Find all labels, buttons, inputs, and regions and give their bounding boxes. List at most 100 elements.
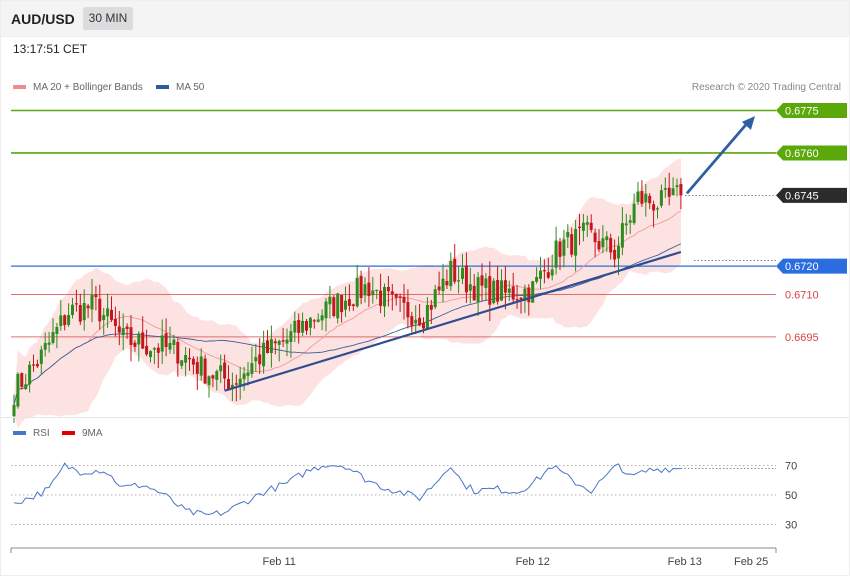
candle-body bbox=[457, 280, 461, 282]
candle-body bbox=[663, 188, 667, 190]
candle-body bbox=[129, 327, 133, 345]
candle-body bbox=[71, 304, 74, 315]
candle-body bbox=[581, 222, 585, 231]
price-label: 0.6695 bbox=[785, 332, 819, 344]
candle-body bbox=[414, 319, 418, 324]
candle-body bbox=[613, 249, 617, 260]
candle-body bbox=[562, 239, 566, 256]
candle-body bbox=[28, 364, 32, 385]
candle-body bbox=[453, 258, 457, 282]
price-label: 0.6745 bbox=[785, 190, 819, 202]
candle-body bbox=[121, 328, 125, 336]
legend-label: MA 20 + Bollinger Bands bbox=[33, 82, 143, 93]
candle-body bbox=[652, 204, 656, 211]
candle-body bbox=[168, 342, 172, 350]
panel-divider bbox=[0, 417, 850, 418]
candle-body bbox=[152, 348, 156, 350]
candle-body bbox=[24, 384, 28, 390]
candle-body bbox=[406, 302, 410, 318]
legend-swatch bbox=[13, 85, 26, 89]
candle-body bbox=[422, 322, 425, 329]
rsi-legend-swatch bbox=[13, 431, 26, 435]
legend-swatch bbox=[156, 85, 169, 89]
candle-body bbox=[433, 289, 437, 308]
candle-body bbox=[347, 299, 351, 306]
x-tick-label: Feb 25 bbox=[734, 556, 768, 568]
price-tag-0.6720 bbox=[776, 258, 847, 274]
candle-body bbox=[188, 357, 191, 360]
candle-body bbox=[620, 223, 624, 248]
candle-body bbox=[640, 191, 644, 204]
rsi-line bbox=[13, 462, 681, 517]
candle-body bbox=[266, 340, 269, 354]
candle-body bbox=[234, 383, 238, 385]
candle-body bbox=[492, 280, 496, 304]
candle-body bbox=[539, 270, 542, 279]
candle-body bbox=[106, 308, 110, 317]
candle-body bbox=[363, 284, 367, 296]
candle-body bbox=[523, 288, 527, 301]
candle-body bbox=[55, 326, 59, 334]
candle-body bbox=[359, 275, 363, 298]
candle-body bbox=[273, 341, 277, 344]
candle-body bbox=[301, 320, 305, 333]
candle-body bbox=[535, 277, 539, 282]
candle-body bbox=[367, 282, 371, 297]
candle-body bbox=[137, 333, 141, 345]
candle-body bbox=[199, 356, 203, 376]
candle-body bbox=[211, 375, 215, 379]
price-label: 0.6775 bbox=[785, 105, 819, 117]
candle-body bbox=[468, 284, 472, 291]
candle-body bbox=[227, 378, 230, 391]
candle-body bbox=[262, 342, 266, 367]
price-label: 0.6720 bbox=[785, 261, 819, 273]
candle-body bbox=[636, 191, 640, 202]
price-tag-0.6745 bbox=[776, 187, 847, 203]
candle-body bbox=[605, 236, 609, 241]
rsi-level-label: 30 bbox=[785, 519, 797, 531]
candle-body bbox=[531, 281, 535, 303]
candle-body bbox=[398, 296, 402, 298]
candle-body bbox=[219, 365, 223, 372]
target-arrow-head bbox=[741, 116, 755, 130]
candle-body bbox=[289, 331, 293, 342]
timeframe-button[interactable]: 30 MIN bbox=[83, 7, 133, 30]
legend-label: MA 50 bbox=[176, 82, 205, 93]
chart-header: AUD/USD 30 MIN bbox=[0, 0, 850, 37]
candle-body bbox=[316, 319, 320, 322]
candle-body bbox=[410, 316, 414, 326]
candle-body bbox=[230, 384, 234, 390]
candle-body bbox=[585, 222, 589, 225]
rsi-level-label: 70 bbox=[785, 461, 797, 473]
candle-body bbox=[164, 333, 168, 348]
candle-body bbox=[176, 341, 180, 364]
candle-body bbox=[74, 303, 78, 305]
rsi-level-label: 50 bbox=[785, 490, 797, 502]
candle-body bbox=[503, 280, 507, 293]
candle-body bbox=[82, 302, 86, 321]
candle-body bbox=[293, 320, 297, 333]
candle-body bbox=[632, 203, 636, 224]
candle-body bbox=[472, 285, 476, 301]
candle-body bbox=[328, 296, 332, 305]
candle-body bbox=[371, 290, 375, 296]
candle-body bbox=[43, 343, 47, 350]
candle-body bbox=[601, 238, 605, 248]
candle-body bbox=[570, 234, 574, 255]
candle-body bbox=[207, 376, 211, 386]
candle-body bbox=[250, 363, 254, 374]
timestamp: 13:17:51 CET bbox=[13, 42, 88, 56]
candle-body bbox=[86, 305, 90, 309]
candle-body bbox=[383, 286, 386, 307]
candle-body bbox=[160, 335, 164, 352]
bollinger-band bbox=[14, 158, 681, 429]
candle-body bbox=[191, 358, 195, 365]
candle-body bbox=[418, 317, 422, 326]
candle-body bbox=[149, 351, 152, 358]
candle-body bbox=[285, 339, 289, 344]
candle-body bbox=[425, 304, 429, 329]
x-tick-label: Feb 13 bbox=[668, 556, 702, 568]
candle-body bbox=[59, 315, 63, 327]
candle-body bbox=[578, 226, 581, 229]
